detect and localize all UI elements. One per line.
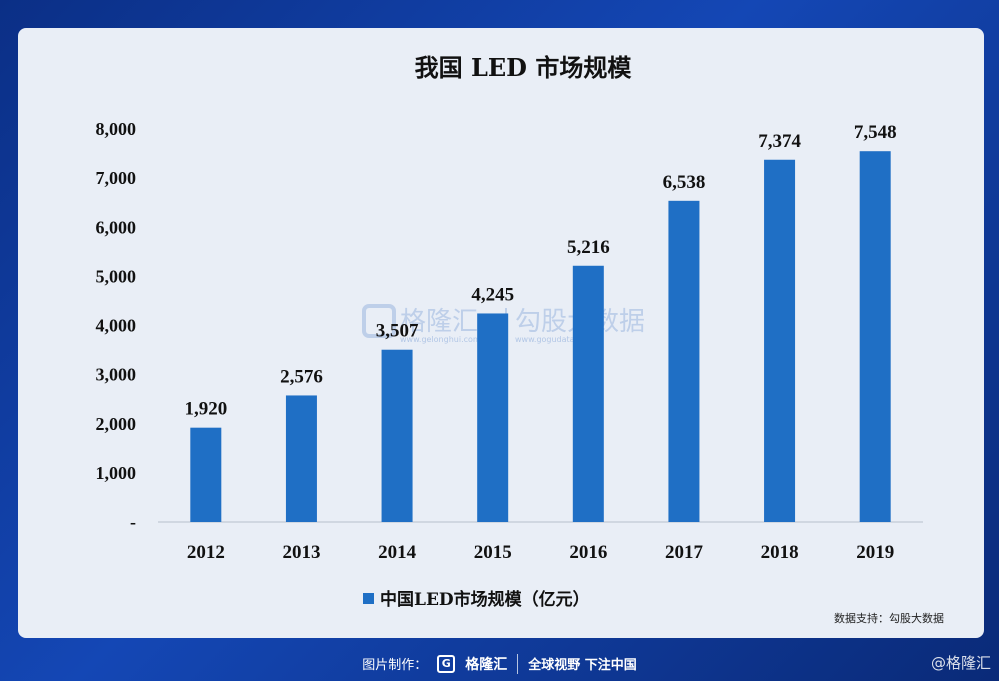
x-tick-label-2015: 2015 [474, 542, 512, 563]
footer-logo-icon: G [437, 654, 456, 673]
data-label-2019: 7,548 [854, 122, 897, 143]
bar-2016 [572, 265, 604, 522]
footer-made-by: 图片制作： [362, 658, 428, 673]
chart-svg: 我国 LED 市场规模 格隆汇 www.gelonghui.com 勾股大数据 … [96, 53, 945, 625]
bar-2014 [381, 349, 413, 522]
footer-slogan: 全球视野 下注中国 [528, 658, 637, 673]
bar-2018 [764, 159, 796, 522]
x-tick-label-2018: 2018 [761, 542, 799, 563]
data-label-2018: 7,374 [758, 131, 801, 152]
x-axis: 2012 2013 2014 2015 2016 2017 2018 2019 [187, 542, 894, 563]
data-label-2014: 3,507 [376, 321, 419, 342]
x-tick-label-2012: 2012 [187, 542, 225, 563]
x-tick-label-2014: 2014 [378, 542, 417, 563]
legend: 中国LED市场规模（亿元） [363, 589, 590, 610]
legend-swatch [363, 593, 374, 604]
x-tick-label-2019: 2019 [856, 542, 894, 563]
x-tick-label-2017: 2017 [665, 542, 704, 563]
footer-divider [517, 653, 519, 674]
y-tick-label: 4,000 [96, 316, 137, 336]
x-tick-label-2013: 2013 [282, 542, 320, 563]
chart-panel: 我国 LED 市场规模 格隆汇 www.gelonghui.com 勾股大数据 … [18, 28, 984, 638]
bar-2012 [190, 427, 222, 522]
data-label-2015: 4,245 [471, 284, 514, 305]
y-tick-label: 8,000 [96, 119, 137, 139]
y-tick-label: - [130, 512, 136, 532]
source-note: 数据支持：勾股大数据 [834, 611, 944, 625]
data-label-2017: 6,538 [663, 172, 706, 193]
bar-2017 [668, 200, 700, 523]
footer-brand: 格隆汇 [465, 656, 508, 673]
bar-2013 [285, 395, 317, 522]
bars [190, 151, 891, 523]
data-label-2012: 1,920 [184, 399, 227, 420]
x-tick-label-2016: 2016 [569, 542, 607, 563]
data-labels: 1,920 2,576 3,507 4,245 5,216 6,538 7,374 7,548 [184, 122, 896, 419]
y-tick-label: 6,000 [96, 217, 137, 237]
data-label-2016: 5,216 [567, 237, 610, 258]
data-label-2013: 2,576 [280, 366, 323, 387]
y-tick-label: 3,000 [96, 365, 137, 385]
y-axis: - 1,000 2,000 3,000 4,000 5,000 6,000 7,000 8,00… [96, 119, 137, 532]
y-tick-label: 2,000 [96, 414, 137, 434]
bar-2015 [477, 313, 509, 522]
y-tick-label: 7,000 [96, 168, 137, 188]
watermark-data-url: www.gogudata.com [515, 335, 594, 344]
watermark-brand-url: www.gelonghui.com [400, 335, 481, 344]
footer-bar: 图片制作： G 格隆汇 全球视野 下注中国 [0, 646, 999, 681]
corner-watermark: @格隆汇 [930, 654, 991, 672]
bar-2019 [859, 151, 891, 522]
chart-title: 我国 LED 市场规模 [415, 53, 633, 82]
y-tick-label: 5,000 [96, 266, 137, 286]
watermark-brand: 格隆汇 [400, 307, 478, 337]
watermark-logo-icon [362, 304, 396, 338]
y-tick-label: 1,000 [96, 463, 137, 483]
legend-label: 中国LED市场规模（亿元） [380, 589, 590, 610]
